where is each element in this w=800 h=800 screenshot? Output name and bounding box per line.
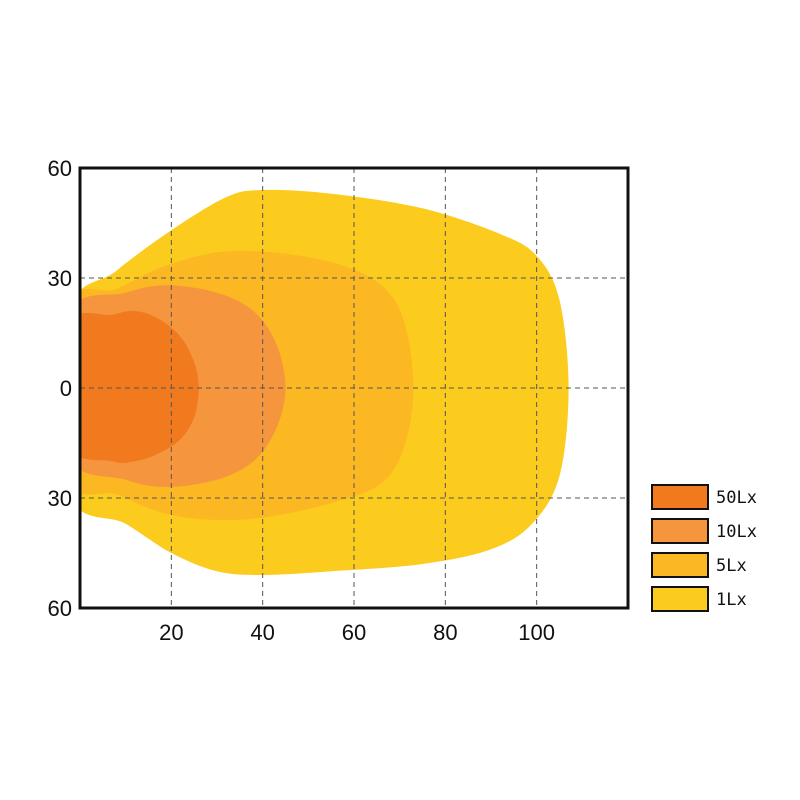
legend-swatch-1lx (651, 586, 709, 612)
legend: 50Lx 10Lx 5Lx 1Lx (651, 484, 757, 612)
x-axis-ticks: 20 40 60 80 100 (159, 620, 555, 645)
legend-label-5lx: 5Lx (716, 556, 747, 576)
y-tick-label: 60 (48, 156, 72, 181)
legend-label-50lx: 50Lx (716, 488, 757, 508)
isolux-zone-50lx (80, 310, 199, 464)
y-tick-label: 30 (48, 486, 72, 511)
x-tick-label: 80 (433, 620, 457, 645)
y-tick-label: 30 (48, 266, 72, 291)
legend-swatch-10lx (651, 518, 709, 544)
legend-label-10lx: 10Lx (716, 522, 757, 542)
legend-swatch-5lx (651, 552, 709, 578)
plot-area (80, 189, 569, 575)
x-tick-label: 100 (518, 620, 555, 645)
x-tick-label: 40 (250, 620, 274, 645)
legend-swatch-50lx (651, 484, 709, 510)
y-tick-label: 60 (48, 596, 72, 621)
grid-lines (80, 168, 628, 608)
plot-frame (78, 166, 630, 610)
x-tick-label: 60 (342, 620, 366, 645)
legend-label-1lx: 1Lx (716, 590, 747, 610)
y-tick-label: 0 (60, 376, 72, 401)
y-axis-ticks: 60 30 0 30 60 (48, 156, 72, 621)
x-tick-label: 20 (159, 620, 183, 645)
